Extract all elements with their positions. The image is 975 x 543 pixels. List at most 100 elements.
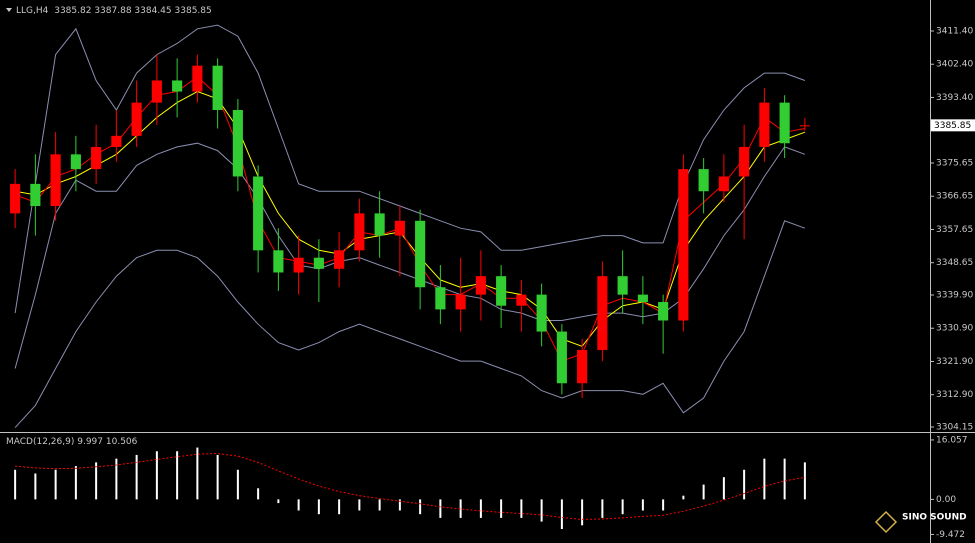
candle-body xyxy=(232,110,243,177)
candle-body xyxy=(30,183,41,207)
macd-bar xyxy=(95,462,98,500)
macd-bar xyxy=(74,466,77,500)
candle-body xyxy=(151,80,162,103)
y-tick-label: 3402.40 xyxy=(936,60,973,70)
macd-label: MACD(12,26,9) xyxy=(6,437,74,447)
candle-body xyxy=(131,102,142,136)
macd-bar xyxy=(520,499,523,518)
current-price: 3385.85 xyxy=(934,121,971,131)
macd-bar xyxy=(662,499,665,511)
macd-bar xyxy=(803,462,806,500)
indicator-line xyxy=(14,220,806,428)
logo-icon xyxy=(874,510,898,534)
macd-bar xyxy=(743,469,746,500)
candle-body xyxy=(273,250,284,273)
candle-body xyxy=(415,220,426,288)
macd-bar xyxy=(277,499,280,504)
candle-body xyxy=(617,276,628,295)
y-tick-label: 3357.65 xyxy=(936,225,973,235)
ohlc-close: 3385.85 xyxy=(175,6,212,16)
macd-bar xyxy=(479,499,482,518)
symbol: LLG,H4 xyxy=(16,6,49,16)
y-tick-label: 3375.65 xyxy=(936,158,973,168)
candle-body xyxy=(212,65,223,111)
y-tick-label: 16.057 xyxy=(936,435,968,445)
macd-bar xyxy=(641,499,644,511)
y-tick-label: 3330.90 xyxy=(936,324,973,334)
candle-body xyxy=(718,176,729,192)
macd-bar xyxy=(560,499,563,530)
logo-text: SINO SOUND xyxy=(902,513,967,523)
candle-body xyxy=(496,276,507,306)
macd-bar xyxy=(722,477,725,500)
macd-bar xyxy=(581,499,584,526)
macd-bar xyxy=(115,458,118,500)
candle-body xyxy=(10,183,21,214)
y-tick-label: 3312.90 xyxy=(936,390,973,400)
candle-body xyxy=(759,102,770,147)
y-tick-label: 3411.40 xyxy=(936,26,973,36)
current-price-box xyxy=(931,119,975,132)
signal-value: 10.506 xyxy=(106,437,138,447)
y-tick-label: 3393.40 xyxy=(936,93,973,103)
candle-body xyxy=(678,169,689,321)
macd-bar xyxy=(398,499,401,511)
macd-bar xyxy=(419,499,422,515)
candle-body xyxy=(253,176,264,251)
macd-bar xyxy=(257,488,260,500)
macd-bar xyxy=(682,495,685,500)
candle-body xyxy=(192,65,203,92)
macd-bar xyxy=(14,469,17,500)
macd-bar xyxy=(500,499,503,518)
indicator-line xyxy=(14,142,806,369)
candle-body xyxy=(739,146,750,177)
y-tick-label: 3339.90 xyxy=(936,291,973,301)
chart-header: LLG,H4 3385.82 3387.88 3384.45 3385.85 xyxy=(16,6,212,16)
candle-body xyxy=(334,250,345,269)
ohlc-open: 3385.82 xyxy=(54,6,91,16)
macd-bar xyxy=(236,469,239,500)
macd-bar xyxy=(540,499,543,522)
candle-body xyxy=(111,135,122,147)
y-tick-label: 3304.15 xyxy=(936,423,973,433)
candle-body xyxy=(637,294,648,303)
candle-body xyxy=(91,146,102,170)
candle-body xyxy=(698,169,709,192)
macd-bar xyxy=(297,499,300,511)
candle-body xyxy=(172,80,183,92)
y-tick-label: -9.472 xyxy=(936,530,965,540)
candle-body xyxy=(50,154,61,207)
signal-line xyxy=(15,452,805,520)
indicator-line xyxy=(15,90,806,347)
macd-bar xyxy=(763,458,766,500)
candle-body xyxy=(556,331,567,384)
candle-body xyxy=(394,220,405,236)
macd-bar xyxy=(216,454,219,500)
macd-bar xyxy=(176,451,179,500)
macd-bar xyxy=(135,454,138,500)
logo: SINO SOUND xyxy=(874,510,967,534)
macd-header: MACD(12,26,9) 9.997 10.506 xyxy=(6,437,138,447)
macd-bar xyxy=(196,447,199,500)
macd-value: 9.997 xyxy=(77,437,103,447)
candle-body xyxy=(435,287,446,310)
candle-body xyxy=(597,276,608,351)
indicator-line xyxy=(14,76,805,362)
macd-bar xyxy=(439,499,442,518)
macd-bar xyxy=(317,499,320,515)
candle-body xyxy=(293,257,304,273)
candle-body xyxy=(779,102,790,144)
macd-bar xyxy=(621,499,624,515)
macd-bar xyxy=(155,451,158,500)
plot-area xyxy=(10,24,810,428)
y-tick-label: 0.00 xyxy=(936,495,956,505)
candle-body xyxy=(799,125,810,127)
candle-body xyxy=(313,257,324,269)
macd-bar xyxy=(338,499,341,515)
macd-bar xyxy=(783,458,786,500)
candle-body xyxy=(70,154,81,170)
candle-body xyxy=(658,302,669,321)
y-tick-label: 3348.65 xyxy=(936,258,973,268)
